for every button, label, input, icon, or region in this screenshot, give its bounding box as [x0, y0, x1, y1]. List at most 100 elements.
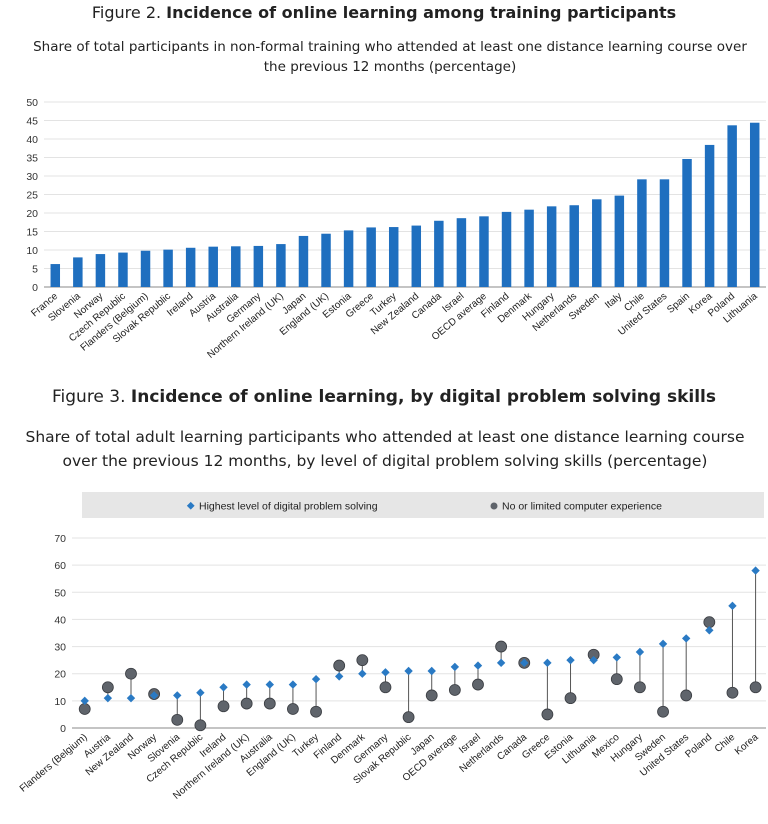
point-no-experience-austria — [101, 681, 114, 694]
bar-flanders-belgium — [140, 250, 151, 287]
point-no-experience-united-states — [680, 689, 693, 702]
point-no-experience-estonia — [564, 692, 577, 705]
bar-australia — [231, 246, 241, 287]
point-no-experience-sweden — [657, 705, 669, 718]
point-highest-finland — [334, 672, 344, 681]
point-highest-flanders-belgium — [80, 696, 89, 706]
y-tick-label: 30 — [26, 171, 38, 183]
bar-italy — [614, 195, 625, 287]
point-highest-slovenia — [173, 691, 182, 700]
y-tick-label: 70 — [54, 533, 66, 545]
point-no-experience-czech-republic — [194, 719, 207, 732]
point-no-experience-oecd-average — [448, 684, 461, 696]
figure3-title-text: Incidence of online learning, by digital… — [130, 387, 716, 407]
point-no-experience-japan — [425, 689, 438, 702]
point-no-experience-new-zealand — [125, 667, 137, 680]
y-tick-label: 5 — [32, 264, 38, 276]
x-tick-label: Italy — [603, 291, 624, 311]
point-highest-greece — [543, 658, 552, 668]
y-tick-label: 30 — [54, 642, 66, 654]
bar-new-zealand — [411, 225, 422, 287]
point-no-experience-england-uk — [287, 703, 299, 715]
point-highest-northern-ireland-uk — [242, 680, 251, 689]
x-tick-label: Poland — [683, 732, 714, 760]
point-highest-canada — [520, 658, 529, 668]
point-no-experience-germany — [379, 681, 392, 694]
bar-turkey — [388, 227, 399, 287]
bar-czech-republic — [118, 252, 128, 287]
bar-chile — [637, 179, 647, 287]
point-highest-hungary — [635, 647, 645, 657]
y-tick-label: 40 — [54, 614, 66, 626]
point-no-experience-turkey — [310, 705, 322, 718]
point-highest-united-states — [681, 634, 691, 643]
y-tick-label: 50 — [54, 587, 66, 599]
bar-france — [50, 264, 61, 287]
bar-oecd-average — [479, 216, 489, 287]
bar-northern-ireland-uk — [276, 244, 286, 287]
figure3-title: Figure 3. Incidence of online learning, … — [0, 387, 768, 407]
bar-canada — [434, 220, 444, 287]
bar-greece — [366, 227, 376, 287]
figure2-title: Figure 2. Incidence of online learning a… — [0, 3, 768, 22]
y-tick-label: 45 — [26, 116, 38, 128]
legend-label-highest: Highest level of digital problem solving — [199, 501, 378, 513]
figure2-subtitle: Share of total participants in non-forma… — [33, 39, 747, 75]
y-tick-label: 20 — [26, 208, 38, 220]
x-tick-label: Spain — [665, 291, 692, 316]
y-tick-label: 60 — [54, 560, 66, 572]
point-highest-netherlands — [496, 658, 506, 668]
bar-austria — [208, 246, 218, 287]
point-highest-japan — [427, 666, 436, 676]
bar-england-uk — [321, 233, 331, 287]
bar-korea — [704, 144, 715, 287]
point-highest-lithuania — [589, 655, 598, 665]
bar-spain — [682, 158, 692, 287]
bar-sweden — [592, 199, 602, 287]
point-no-experience-korea — [749, 681, 762, 694]
y-tick-label: 0 — [32, 282, 38, 294]
point-highest-israel — [473, 661, 483, 670]
y-tick-label: 50 — [26, 97, 38, 109]
point-no-experience-chile — [726, 686, 739, 699]
point-highest-korea — [751, 566, 760, 575]
figure3-number: Figure 3. — [51, 387, 126, 407]
bar-denmark — [524, 209, 534, 287]
point-highest-estonia — [566, 655, 575, 665]
point-highest-australia — [265, 680, 274, 689]
point-no-experience-slovak-republic — [402, 711, 415, 724]
point-no-experience-flanders-belgium — [78, 703, 91, 715]
point-no-experience-slovenia — [171, 713, 184, 726]
bar-finland — [501, 211, 512, 287]
figure2-title-text: Incidence of online learning among train… — [166, 3, 677, 22]
point-highest-oecd-average — [450, 662, 460, 672]
point-highest-mexico — [612, 653, 621, 662]
x-tick-label: Korea — [733, 732, 761, 758]
point-highest-czech-republic — [196, 688, 205, 697]
point-highest-turkey — [311, 674, 321, 684]
x-tick-label: Flanders (Belgium) — [18, 732, 90, 795]
point-no-experience-netherlands — [495, 640, 508, 653]
y-tick-label: 35 — [26, 153, 38, 165]
bar-slovenia — [73, 257, 83, 287]
y-tick-label: 10 — [26, 245, 38, 257]
point-highest-poland — [705, 626, 714, 635]
point-no-experience-ireland — [217, 700, 230, 713]
bar-ireland — [185, 247, 196, 287]
bar-slovak-republic — [163, 249, 173, 287]
bar-lithuania — [749, 122, 760, 287]
point-no-experience-northern-ireland-uk — [240, 697, 253, 710]
bar-norway — [95, 254, 106, 287]
point-no-experience-australia — [263, 697, 276, 710]
figure2-bar-chart: 05101520253035404550FranceSloveniaNorway… — [26, 97, 766, 361]
y-tick-label: 25 — [26, 190, 38, 202]
bar-israel — [456, 218, 467, 287]
y-tick-label: 0 — [60, 723, 66, 735]
point-no-experience-finland — [333, 659, 346, 672]
y-tick-label: 20 — [54, 669, 66, 681]
legend-label-no-experience: No or limited computer experience — [502, 501, 662, 513]
point-highest-slovak-republic — [404, 666, 413, 676]
bar-germany — [253, 245, 264, 287]
y-tick-label: 10 — [54, 696, 66, 708]
point-no-experience-denmark — [356, 654, 369, 667]
